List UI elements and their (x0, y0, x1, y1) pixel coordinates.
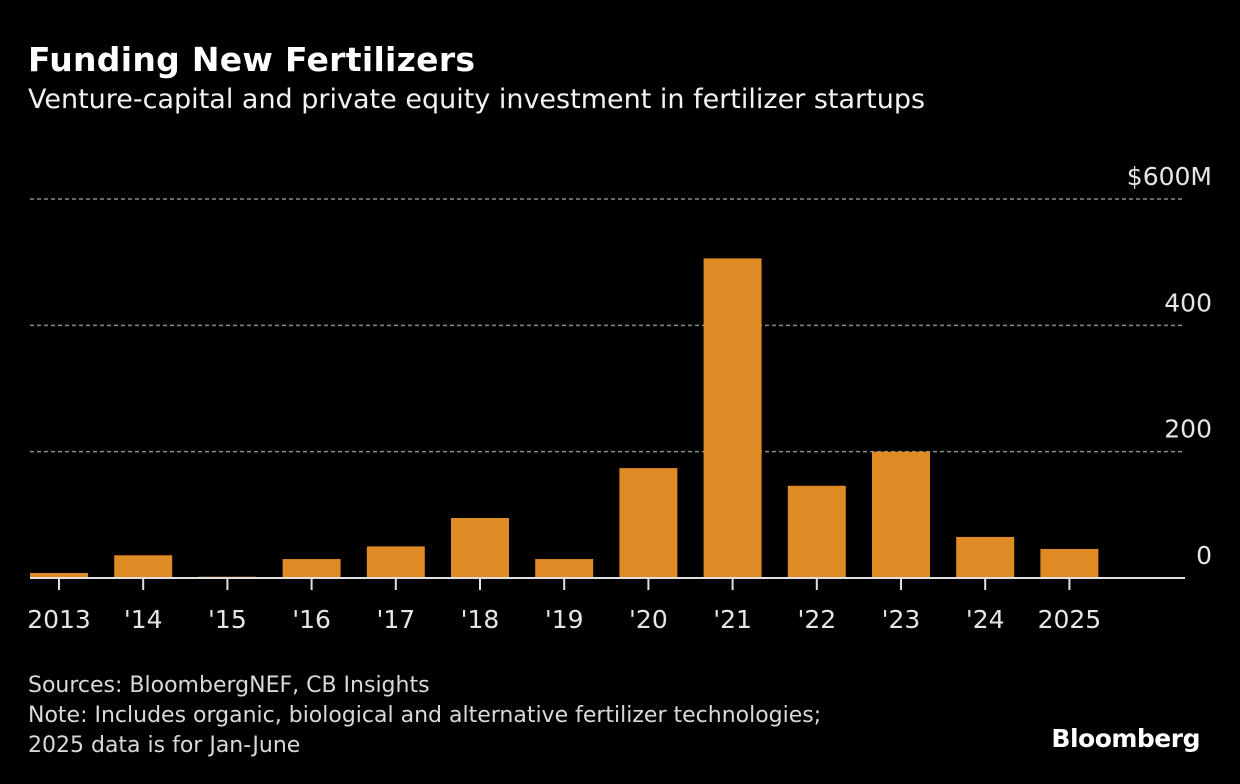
x-tick-label: '14 (124, 605, 163, 634)
x-tick-label: '23 (882, 605, 921, 634)
note-text-line-1: Note: Includes organic, biological and a… (28, 703, 822, 728)
x-tick-label: '20 (629, 605, 668, 634)
y-tick-label: 400 (1164, 288, 1212, 317)
chart-subtitle: Venture-capital and private equity inves… (28, 84, 926, 115)
x-tick-label: '16 (292, 605, 331, 634)
chart-footer: Sources: BloombergNEF, CB Insights Note:… (28, 671, 821, 761)
x-tick-label: 2025 (1038, 605, 1102, 634)
x-tick-label: '21 (713, 605, 752, 634)
y-tick-label: 0 (1196, 541, 1212, 570)
bar (114, 555, 173, 578)
x-tick-label: 2013 (27, 605, 91, 634)
bar (535, 559, 594, 578)
x-tick-label: '18 (461, 605, 500, 634)
x-tick-label: '24 (966, 605, 1005, 634)
x-tick-label: '15 (208, 605, 247, 634)
bar (1040, 548, 1099, 578)
bar (619, 468, 678, 578)
chart-title: Funding New Fertilizers (28, 40, 476, 79)
note-text-line-2: 2025 data is for Jan-June (28, 733, 301, 758)
y-tick-label: 200 (1164, 415, 1212, 444)
bar (30, 572, 88, 578)
bloomberg-logo: Bloomberg (1051, 724, 1200, 753)
bar (956, 536, 1015, 578)
bar (451, 517, 509, 578)
bar (703, 258, 762, 578)
x-tick-label: '19 (545, 605, 584, 634)
bar (366, 546, 425, 578)
bar (787, 485, 846, 578)
sources-text: Sources: BloombergNEF, CB Insights (28, 673, 430, 698)
x-tick-label: '22 (797, 605, 836, 634)
bar (872, 451, 930, 578)
y-tick-label: $600M (1127, 162, 1212, 191)
x-tick-label: '17 (376, 605, 415, 634)
bar (282, 559, 341, 578)
